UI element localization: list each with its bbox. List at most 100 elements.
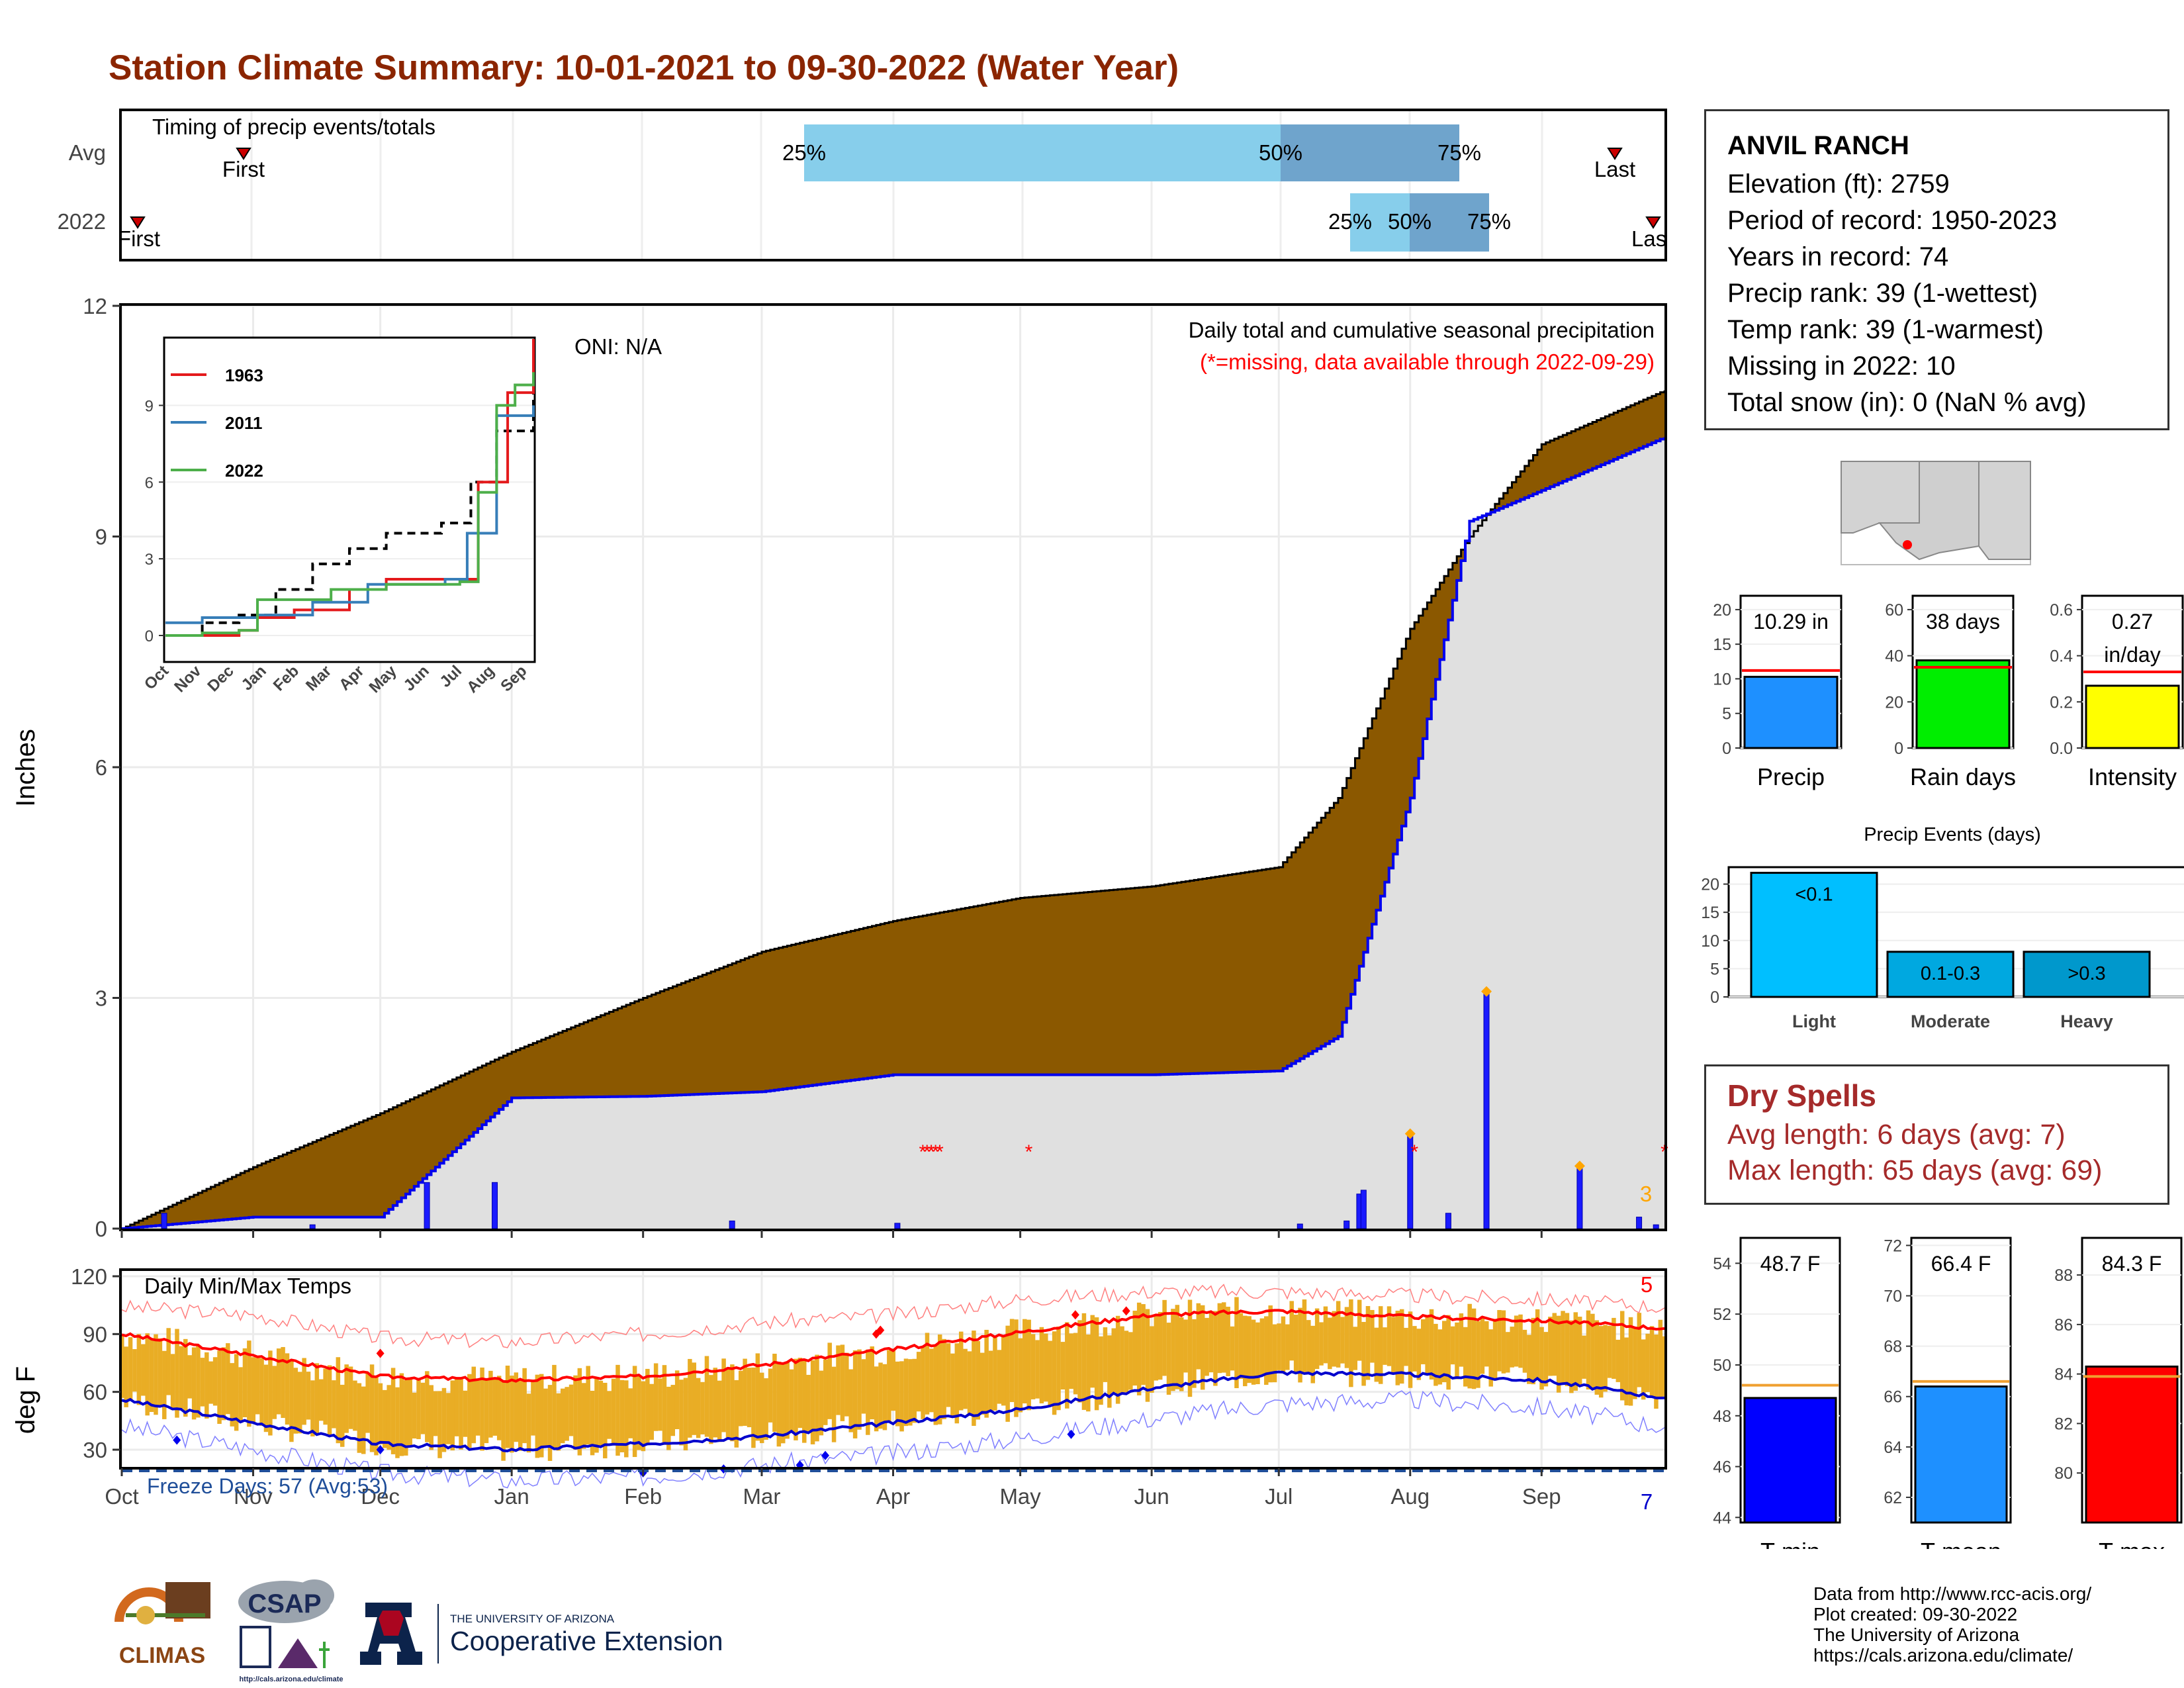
tmean-chart-ytick-label: 72 <box>1884 1237 1902 1255</box>
temp-bar <box>776 1362 782 1447</box>
temp-bar <box>823 1359 828 1425</box>
record-low-marker <box>173 1435 181 1445</box>
temp-bar <box>1395 1311 1400 1385</box>
temp-bar <box>526 1393 531 1453</box>
temp-bar <box>1052 1331 1057 1415</box>
temp-bar <box>573 1375 578 1450</box>
temp-bar <box>561 1388 565 1444</box>
temp-bar <box>480 1367 484 1451</box>
temp-bar <box>383 1389 387 1448</box>
temp-bar <box>1128 1332 1133 1390</box>
temp-bar <box>637 1375 641 1450</box>
rain-days-chart-ytick-label: 20 <box>1885 693 1903 712</box>
temp-bar <box>1056 1326 1061 1411</box>
temp-bar <box>120 1334 124 1398</box>
precip-bar <box>1343 1220 1350 1229</box>
tmin-chart-ytick-label: 46 <box>1713 1458 1731 1477</box>
inset-series-avg <box>165 375 535 637</box>
inset-lines <box>165 339 535 637</box>
legend-2022: 2022 <box>225 461 263 481</box>
temp-bar <box>191 1347 197 1420</box>
temp-bar <box>1336 1301 1341 1368</box>
avg-last-marker <box>1607 148 1623 160</box>
station-missing: Missing in 2022: 10 <box>1727 352 1956 381</box>
temp-bar <box>1598 1326 1604 1398</box>
tmax-chart-value-label: 84.3 F <box>2102 1252 2162 1276</box>
precip-ytick-label: 6 <box>95 755 107 780</box>
temp-bar <box>1035 1340 1040 1399</box>
temp-bar <box>1612 1317 1616 1379</box>
temp-bar <box>721 1358 726 1432</box>
temp-bar <box>1319 1322 1324 1366</box>
temp-bar <box>840 1344 845 1421</box>
temp-bar <box>1586 1310 1591 1390</box>
record-low-marker <box>1067 1429 1075 1439</box>
count-label: 3 <box>1640 1182 1652 1206</box>
temp-bar <box>976 1340 981 1420</box>
temp-bar <box>433 1391 438 1436</box>
temp-bar <box>1497 1310 1502 1372</box>
temp-bar <box>1259 1318 1265 1376</box>
missing-marker: * <box>923 1141 931 1163</box>
tmean-chart-ytick-label: 66 <box>1884 1388 1902 1407</box>
temp-bar <box>259 1358 264 1426</box>
inset-ytick-label: 0 <box>145 628 154 645</box>
temp-bar <box>1619 1311 1625 1401</box>
temp-bar <box>1556 1315 1561 1393</box>
temp-bar <box>1531 1317 1535 1385</box>
precip-bar <box>1483 994 1490 1229</box>
inset-series-2011 <box>165 405 535 624</box>
temp-bar <box>1416 1329 1422 1380</box>
month-label: May <box>999 1484 1041 1509</box>
record-high-marker <box>1122 1306 1130 1316</box>
temp-bar <box>332 1380 336 1429</box>
temp-bar <box>1255 1322 1260 1384</box>
temp-bar <box>310 1380 315 1436</box>
events-ytick-label: 20 <box>1701 876 1719 894</box>
temp-bar <box>514 1372 519 1442</box>
tmean-chart-ytick-label: 64 <box>1884 1438 1902 1457</box>
temp-bar <box>1654 1335 1659 1409</box>
temp-bar <box>1192 1319 1197 1388</box>
tmin-chart-ytick-label: 44 <box>1713 1509 1731 1527</box>
temp-bar <box>1005 1325 1010 1422</box>
precip-ytick-label: 3 <box>95 986 107 1011</box>
temp-bar <box>1205 1317 1209 1376</box>
temp-bar <box>318 1379 324 1421</box>
precip-daily-bars <box>161 986 1659 1229</box>
temp-bar <box>700 1382 705 1434</box>
temp-bar <box>1030 1334 1036 1399</box>
avg-quartile-bar-dark <box>1281 124 1459 181</box>
temp-bar <box>492 1378 498 1436</box>
temp-bar <box>170 1354 175 1411</box>
temp-bar <box>874 1366 879 1432</box>
year-quartile-bar-dark <box>1410 193 1489 252</box>
footer-line3: The University of Arizona <box>1813 1624 2020 1645</box>
temp-bar <box>759 1372 764 1444</box>
station-snow: Total snow (in): 0 (NaN % avg) <box>1727 388 2087 417</box>
temp-bar <box>293 1368 298 1434</box>
temp-bar <box>810 1360 815 1444</box>
station-name: ANVIL RANCH <box>1727 131 1909 160</box>
temp-bar <box>607 1391 612 1439</box>
top-count: 5 <box>1641 1272 1653 1297</box>
temp-bar <box>967 1351 972 1416</box>
temp-bar <box>963 1348 968 1409</box>
precip-chart-value-label: 10.29 in <box>1753 610 1829 633</box>
temp-bar <box>1187 1299 1193 1397</box>
tmean-chart-label: T-mean <box>1921 1538 2001 1549</box>
temp-bar <box>475 1380 480 1436</box>
temp-bar <box>158 1338 163 1407</box>
avg-first-marker <box>236 148 251 160</box>
temp-bar <box>942 1338 946 1419</box>
temp-bar <box>429 1385 433 1450</box>
temp-panel-title: Daily Min/Max Temps <box>144 1274 351 1298</box>
temp-bar <box>1527 1335 1531 1384</box>
temp-bar <box>1171 1309 1175 1391</box>
dry-spells-title: Dry Spells <box>1727 1078 1876 1113</box>
month-label: Feb <box>624 1484 662 1509</box>
temp-bar <box>1573 1312 1578 1391</box>
temp-bar <box>958 1331 964 1411</box>
temp-bar <box>217 1350 222 1424</box>
temp-bar <box>437 1391 442 1458</box>
